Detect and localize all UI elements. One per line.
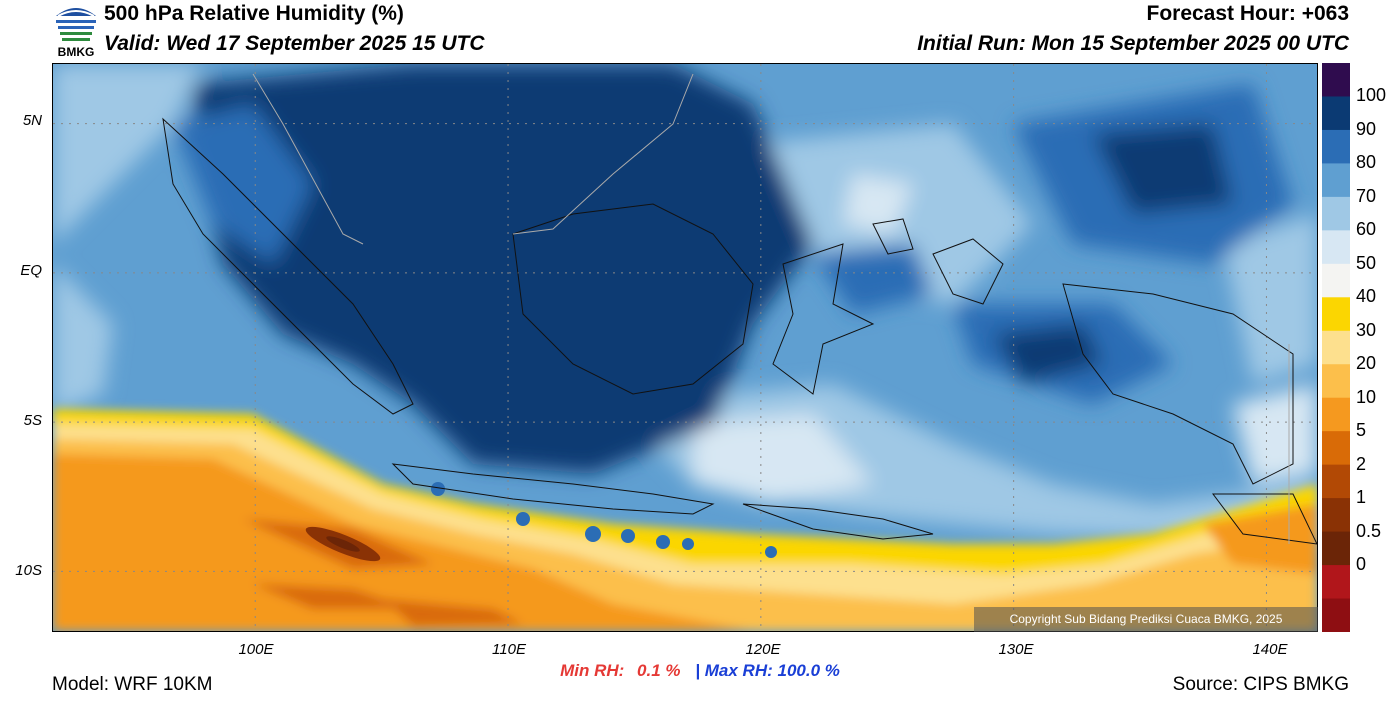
coastlines <box>162 117 1317 545</box>
chart-title: 500 hPa Relative Humidity (%) <box>104 2 404 25</box>
colorbar-segment <box>1322 598 1350 633</box>
forecast-hour: Forecast Hour: +063 <box>1146 2 1350 25</box>
colorbar-label: 5 <box>1356 420 1367 441</box>
country-borders <box>252 73 1290 544</box>
stats-separator: | <box>695 661 701 680</box>
colorbar-segment <box>1322 397 1350 432</box>
colorbar-segment <box>1322 63 1350 97</box>
colorbar-label: 100 <box>1356 85 1387 106</box>
lon-label-110e: 110E <box>492 641 526 658</box>
colorbar-segment <box>1322 498 1350 533</box>
max-rh-value: 100.0 % <box>777 661 840 680</box>
valid-time: Valid: Wed 17 September 2025 15 UTC <box>104 32 485 55</box>
lat-label-eq: EQ <box>20 262 42 279</box>
lon-label-120e: 120E <box>745 641 781 658</box>
colorbar-segment <box>1322 431 1350 466</box>
colorbar-segment <box>1322 196 1350 231</box>
graticule <box>53 64 1317 631</box>
colorbar-segment <box>1322 163 1350 198</box>
humidity-map <box>52 63 1318 632</box>
bmkg-logo: BMKG <box>52 2 100 59</box>
rh-stats: Min RH: 0.1 % | Max RH: 100.0 % <box>0 661 1400 681</box>
humidity-field <box>53 64 1317 631</box>
colorbar-label: 80 <box>1356 152 1377 173</box>
colorbar-label: 30 <box>1356 319 1377 340</box>
copyright-note: Copyright Sub Bidang Prediksi Cuaca BMKG… <box>974 607 1318 632</box>
max-rh-label: Max RH: <box>704 661 773 680</box>
colorbar-label: 0 <box>1356 554 1367 575</box>
model-info: Model: WRF 10KM <box>52 674 213 695</box>
colorbar-label: 50 <box>1356 252 1377 273</box>
colorbar <box>1322 63 1350 633</box>
lat-label-10s: 10S <box>15 562 42 579</box>
colorbar-label: 1 <box>1356 487 1367 508</box>
colorbar-segment <box>1322 531 1350 566</box>
colorbar-segment <box>1322 364 1350 399</box>
colorbar-label: 20 <box>1356 353 1377 374</box>
initial-run: Initial Run: Mon 15 September 2025 00 UT… <box>917 32 1349 55</box>
lon-label-140e: 140E <box>1252 641 1288 658</box>
colorbar-segment <box>1322 96 1350 131</box>
lon-label-130e: 130E <box>998 641 1034 658</box>
min-rh-value: 0.1 % <box>637 661 681 680</box>
source-info: Source: CIPS BMKG <box>1172 674 1349 695</box>
colorbar-label: 70 <box>1356 185 1377 206</box>
colorbar-label: 40 <box>1356 286 1377 307</box>
colorbar-segment <box>1322 129 1350 164</box>
colorbar-segment <box>1322 230 1350 265</box>
lat-label-5s: 5S <box>23 412 42 429</box>
lon-label-100e: 100E <box>238 641 274 658</box>
colorbar-label: 2 <box>1356 453 1367 474</box>
lat-label-5n: 5N <box>22 112 42 129</box>
colorbar-segment <box>1322 263 1350 298</box>
colorbar-segment <box>1322 297 1350 332</box>
colorbar-segment <box>1322 464 1350 499</box>
colorbar-label: 10 <box>1356 386 1377 407</box>
colorbar-label: 60 <box>1356 219 1377 240</box>
colorbar-label: 0.5 <box>1356 520 1382 541</box>
colorbar-segment <box>1322 565 1350 600</box>
svg-text:BMKG: BMKG <box>58 45 95 58</box>
colorbar-label: 90 <box>1356 118 1377 139</box>
min-rh-label: Min RH: <box>560 661 625 680</box>
colorbar-segment <box>1322 330 1350 365</box>
